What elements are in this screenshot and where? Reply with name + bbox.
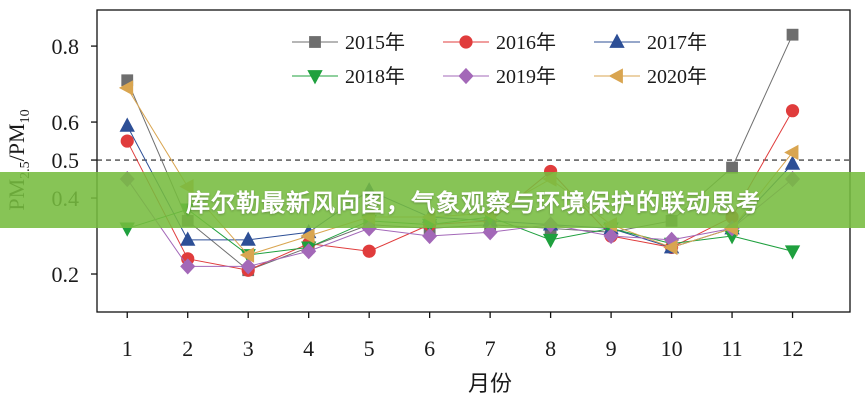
y-axis-label-subscript: 10 (18, 109, 33, 123)
data-point-2017-m12 (784, 155, 801, 170)
data-point-2019-m7 (482, 224, 498, 241)
legend-entry-2015: 2015年 (292, 31, 405, 54)
data-point-2016-m12 (785, 104, 800, 118)
data-point-2017-m3 (240, 231, 256, 246)
x-axis-label: 月份 (468, 371, 512, 396)
legend-entry-2017: 2017年 (594, 31, 707, 54)
data-point-2015-m12 (786, 28, 799, 41)
legend-label: 2017年 (647, 31, 707, 54)
x-tick-label: 9 (606, 336, 617, 361)
legend-label: 2016年 (496, 31, 556, 54)
data-point-2019-m6 (422, 227, 438, 245)
x-tick-label: 1 (122, 336, 133, 361)
data-point-2020-m4 (300, 228, 315, 244)
x-tick-label: 5 (364, 336, 375, 361)
series-line-2019 (126, 178, 793, 267)
legend-label: 2020年 (647, 65, 707, 88)
banner-text: 库尔勒最新风向图，气象观察与环境保护的联动思考 (186, 188, 761, 217)
data-point-2019-m2 (180, 258, 196, 275)
legend-triangle-left-marker-icon (608, 68, 623, 84)
legend-label: 2019年 (496, 65, 556, 88)
x-tick-label: 7 (485, 336, 496, 361)
y-tick-label: 0.6 (52, 110, 80, 135)
legend-triangle-down-marker-icon (307, 70, 323, 85)
data-point-2017-m1 (119, 117, 135, 132)
x-tick-label: 3 (243, 336, 254, 361)
x-tick-label: 12 (782, 336, 804, 361)
data-point-2020-m1 (118, 80, 134, 96)
x-tick-label: 4 (303, 336, 314, 361)
legend-square-marker-icon (309, 36, 321, 48)
data-point-2019-m9 (603, 227, 619, 245)
data-point-2016-m1 (120, 134, 134, 148)
legend-circle-marker-icon (459, 35, 473, 49)
legend-entry-2018: 2018年 (292, 65, 405, 88)
legend-triangle-up-marker-icon (609, 33, 625, 48)
data-point-2016-m5 (362, 244, 376, 258)
data-point-2020-m3 (239, 247, 255, 263)
data-point-2018-m8 (542, 233, 559, 249)
x-tick-label: 10 (661, 336, 683, 361)
legend-entry-2016: 2016年 (443, 31, 556, 54)
plot-frame (96, 9, 851, 313)
data-point-2018-m12 (784, 245, 801, 260)
x-tick-label: 8 (545, 336, 556, 361)
data-point-2019-m4 (301, 243, 317, 260)
y-tick-label: 0.2 (52, 262, 80, 287)
legend-label: 2015年 (345, 31, 405, 54)
legend-diamond-marker-icon (458, 67, 474, 85)
data-point-2019-m3 (240, 258, 256, 275)
legend: 2015年 2016年 2017年 2018年 2019年 2020年 (292, 31, 707, 88)
y-tick-label: 0.5 (52, 148, 80, 173)
legend-label: 2018年 (345, 65, 405, 88)
data-point-2020-m10 (663, 239, 678, 256)
overlay-banner: 库尔勒最新风向图，气象观察与环境保护的联动思考 (0, 172, 865, 228)
data-point-2020-m12 (784, 144, 799, 161)
y-axis-label-part: /PM (4, 123, 29, 161)
legend-entry-2019: 2019年 (443, 65, 556, 88)
legend-entry-2020: 2020年 (594, 65, 707, 88)
data-point-2017-m2 (180, 231, 196, 246)
x-tick-label: 2 (182, 336, 193, 361)
x-tick-label: 11 (721, 336, 742, 361)
x-tick-label: 6 (424, 336, 435, 361)
y-tick-label: 0.8 (52, 34, 80, 59)
